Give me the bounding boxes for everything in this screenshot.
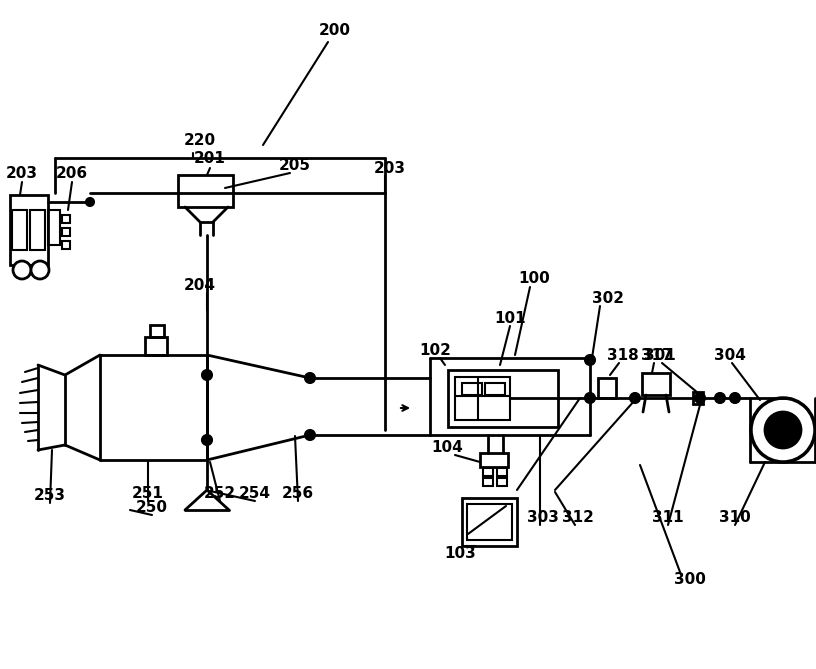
Bar — [497, 478, 507, 486]
Bar — [693, 392, 703, 404]
Text: 317: 317 — [641, 347, 673, 363]
Bar — [150, 325, 164, 337]
Circle shape — [202, 370, 212, 380]
Bar — [483, 468, 493, 476]
Bar — [12, 210, 27, 250]
Bar — [62, 241, 70, 249]
Text: 254: 254 — [239, 486, 271, 500]
Bar — [483, 478, 493, 486]
Circle shape — [585, 355, 595, 365]
Circle shape — [715, 393, 725, 403]
Circle shape — [585, 393, 595, 403]
Text: 301: 301 — [644, 347, 676, 363]
Bar — [30, 210, 45, 250]
Text: 101: 101 — [494, 310, 526, 326]
Text: 304: 304 — [714, 347, 746, 363]
Text: 256: 256 — [282, 486, 314, 500]
Text: 201: 201 — [194, 151, 226, 165]
Circle shape — [695, 393, 705, 403]
Bar — [145, 337, 167, 355]
Circle shape — [305, 373, 315, 383]
Circle shape — [305, 430, 315, 440]
Text: 310: 310 — [719, 510, 751, 524]
Circle shape — [31, 261, 49, 279]
Text: 312: 312 — [562, 510, 594, 524]
Circle shape — [730, 393, 740, 403]
Text: 104: 104 — [431, 440, 463, 456]
Text: 102: 102 — [419, 343, 451, 357]
Text: 250: 250 — [136, 500, 168, 514]
Text: 205: 205 — [279, 157, 311, 173]
Bar — [62, 228, 70, 236]
Text: 251: 251 — [132, 486, 164, 500]
Bar — [485, 383, 505, 395]
Text: 300: 300 — [674, 573, 706, 587]
Text: 103: 103 — [444, 545, 476, 561]
Circle shape — [751, 398, 815, 462]
Text: 100: 100 — [518, 270, 550, 286]
Text: 200: 200 — [319, 23, 351, 37]
Text: 203: 203 — [6, 165, 38, 181]
Circle shape — [86, 198, 94, 206]
Text: 302: 302 — [592, 290, 624, 306]
Text: 204: 204 — [184, 278, 216, 292]
Text: 318: 318 — [607, 347, 639, 363]
Text: 253: 253 — [34, 488, 66, 502]
Bar — [480, 453, 508, 467]
Bar — [178, 175, 233, 207]
Bar — [497, 468, 507, 476]
Text: 220: 220 — [184, 132, 216, 147]
Text: 252: 252 — [204, 486, 236, 500]
Text: 311: 311 — [652, 510, 684, 524]
Bar — [467, 504, 512, 540]
Circle shape — [630, 393, 640, 403]
Bar — [642, 373, 670, 395]
Text: 303: 303 — [527, 510, 559, 524]
Bar — [462, 498, 517, 546]
Text: 206: 206 — [56, 165, 88, 181]
Circle shape — [202, 435, 212, 445]
Bar — [462, 383, 482, 395]
Bar — [48, 210, 60, 245]
Circle shape — [765, 412, 801, 448]
Bar — [598, 378, 616, 398]
Bar — [10, 195, 48, 265]
Circle shape — [13, 261, 31, 279]
Bar — [455, 377, 510, 420]
Bar — [448, 370, 558, 427]
Text: 203: 203 — [374, 161, 406, 175]
Bar — [62, 215, 70, 223]
